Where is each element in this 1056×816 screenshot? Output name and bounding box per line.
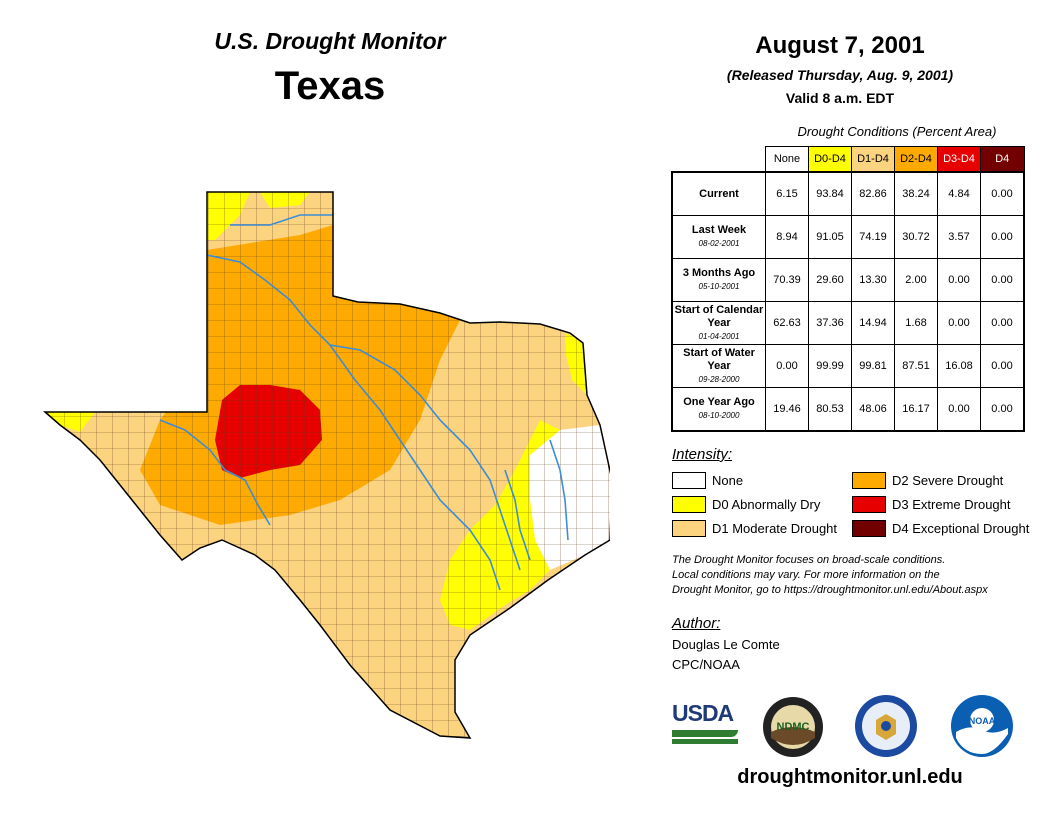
table-row: 3 Months Ago 05-10-2001 70.39 29.60 13.30… xyxy=(671,258,1025,302)
author-label: Author: xyxy=(672,615,721,632)
conditions-table: None D0-D4 D1-D4 D2-D4 D3-D4 D4 Current … xyxy=(671,146,1025,432)
table-row: One Year Ago 08-10-2000 19.46 80.53 48.06… xyxy=(671,387,1025,432)
row-date: 09-28-2000 xyxy=(698,374,740,384)
table-cell: 91.05 xyxy=(808,215,852,259)
swatch xyxy=(852,519,886,537)
table-cell: 0.00 xyxy=(980,171,1025,216)
table-cell: 16.17 xyxy=(894,387,938,432)
table-header-row: None D0-D4 D1-D4 D2-D4 D3-D4 D4 xyxy=(672,146,1025,173)
col-d4: D4 xyxy=(980,146,1025,173)
monitor-title: U.S. Drought Monitor xyxy=(214,28,446,54)
swatch xyxy=(852,471,886,489)
state-title: Texas xyxy=(274,64,386,108)
county-grid xyxy=(45,192,610,738)
col-none: None xyxy=(765,146,809,173)
col-d0-d4: D0-D4 xyxy=(808,146,852,173)
table-cell: 37.36 xyxy=(808,301,852,345)
legend-item-d0: D0 Abnormally Dry xyxy=(672,494,837,514)
table-cell: 0.00 xyxy=(937,387,981,432)
ndmc-logo: NDMC xyxy=(763,697,823,757)
table-corner xyxy=(672,147,766,173)
col-d2-d4: D2-D4 xyxy=(894,146,938,173)
row-date: 05-10-2001 xyxy=(698,282,740,291)
noaa-text: NOAA xyxy=(969,716,996,726)
legend-item-d3: D3 Extreme Drought xyxy=(852,494,1029,514)
row-date: 08-02-2001 xyxy=(698,239,740,248)
col-d1-d4: D1-D4 xyxy=(851,146,895,173)
row-label: One Year Ago 08-10-2000 xyxy=(671,387,766,432)
table-cell: 93.84 xyxy=(808,171,852,216)
table-cell: 16.08 xyxy=(937,344,981,388)
legend-item-d4: D4 Exceptional Drought xyxy=(852,518,1029,538)
table-cell: 82.86 xyxy=(851,171,895,216)
legend-item-d2: D2 Severe Drought xyxy=(852,470,1029,490)
table-cell: 0.00 xyxy=(937,301,981,345)
row-label: Current xyxy=(671,171,766,216)
table-cell: 13.30 xyxy=(851,258,895,302)
table-cell: 0.00 xyxy=(765,344,809,388)
texas-outline xyxy=(42,191,610,739)
table-cell: 2.00 xyxy=(894,258,938,302)
table-cell: 0.00 xyxy=(937,258,981,302)
row-label: Last Week 08-02-2001 xyxy=(671,215,766,259)
valid-time: Valid 8 a.m. EDT xyxy=(785,90,895,106)
table-cell: 87.51 xyxy=(894,344,938,388)
author-name: Douglas Le Comte xyxy=(672,637,780,652)
table-cell: 3.57 xyxy=(937,215,981,259)
commerce-seal xyxy=(855,695,917,757)
table-cell: 6.15 xyxy=(765,171,809,216)
texas-drought-map xyxy=(42,191,610,739)
swatch xyxy=(672,519,706,537)
conditions-caption: Drought Conditions (Percent Area) xyxy=(797,124,997,139)
table-cell: 38.24 xyxy=(894,171,938,216)
table-cell: 0.00 xyxy=(980,258,1025,302)
table-row: Start of Water Year 09-28-2000 0.00 99.99… xyxy=(671,344,1025,388)
table-cell: 0.00 xyxy=(980,215,1025,259)
table-cell: 99.99 xyxy=(808,344,852,388)
row-date: 08-10-2000 xyxy=(698,411,740,420)
swatch xyxy=(852,495,886,513)
row-label: Start of Water Year 09-28-2000 xyxy=(671,344,766,388)
row-date: 01-04-2001 xyxy=(698,331,740,341)
table-cell: 8.94 xyxy=(765,215,809,259)
table-cell: 14.94 xyxy=(851,301,895,345)
ndmc-text: NDMC xyxy=(777,721,810,733)
table-cell: 80.53 xyxy=(808,387,852,432)
table-row: Current 6.15 93.84 82.86 38.24 4.84 0.00 xyxy=(671,171,1025,216)
table-cell: 0.00 xyxy=(980,387,1025,432)
table-cell: 19.46 xyxy=(765,387,809,432)
release-date: (Released Thursday, Aug. 9, 2001) xyxy=(726,67,954,83)
row-label: Start of Calendar Year 01-04-2001 xyxy=(671,301,766,345)
table-cell: 29.60 xyxy=(808,258,852,302)
table-cell: 74.19 xyxy=(851,215,895,259)
noaa-logo: NOAA xyxy=(951,695,1013,757)
intensity-label: Intensity: xyxy=(672,446,733,463)
table-cell: 1.68 xyxy=(894,301,938,345)
table-cell: 99.81 xyxy=(851,344,895,388)
disclaimer-note: The Drought Monitor focuses on broad-sca… xyxy=(672,554,988,596)
table-row: Last Week 08-02-2001 8.94 91.05 74.19 30.… xyxy=(671,215,1025,259)
legend-item-none: None xyxy=(672,470,837,490)
table-row: Start of Calendar Year 01-04-2001 62.63 3… xyxy=(671,301,1025,345)
swatch xyxy=(672,471,706,489)
legend-column-left: None D0 Abnormally Dry D1 Moderate Droug… xyxy=(672,470,837,538)
rivers xyxy=(159,214,569,591)
map-date: August 7, 2001 xyxy=(755,32,925,59)
legend-item-d1: D1 Moderate Drought xyxy=(672,518,837,538)
table-cell: 70.39 xyxy=(765,258,809,302)
col-d3-d4: D3-D4 xyxy=(937,146,981,173)
table-cell: 4.84 xyxy=(937,171,981,216)
table-cell: 0.00 xyxy=(980,344,1025,388)
table-cell: 30.72 xyxy=(894,215,938,259)
author-org: CPC/NOAA xyxy=(672,657,740,672)
usda-logo: USDA xyxy=(672,700,738,748)
row-label: 3 Months Ago 05-10-2001 xyxy=(671,258,766,302)
swatch xyxy=(672,495,706,513)
table-cell: 62.63 xyxy=(765,301,809,345)
website-link[interactable]: droughtmonitor.unl.edu xyxy=(737,766,963,788)
table-cell: 48.06 xyxy=(851,387,895,432)
legend-column-right: D2 Severe Drought D3 Extreme Drought D4 … xyxy=(852,470,1029,538)
table-cell: 0.00 xyxy=(980,301,1025,345)
